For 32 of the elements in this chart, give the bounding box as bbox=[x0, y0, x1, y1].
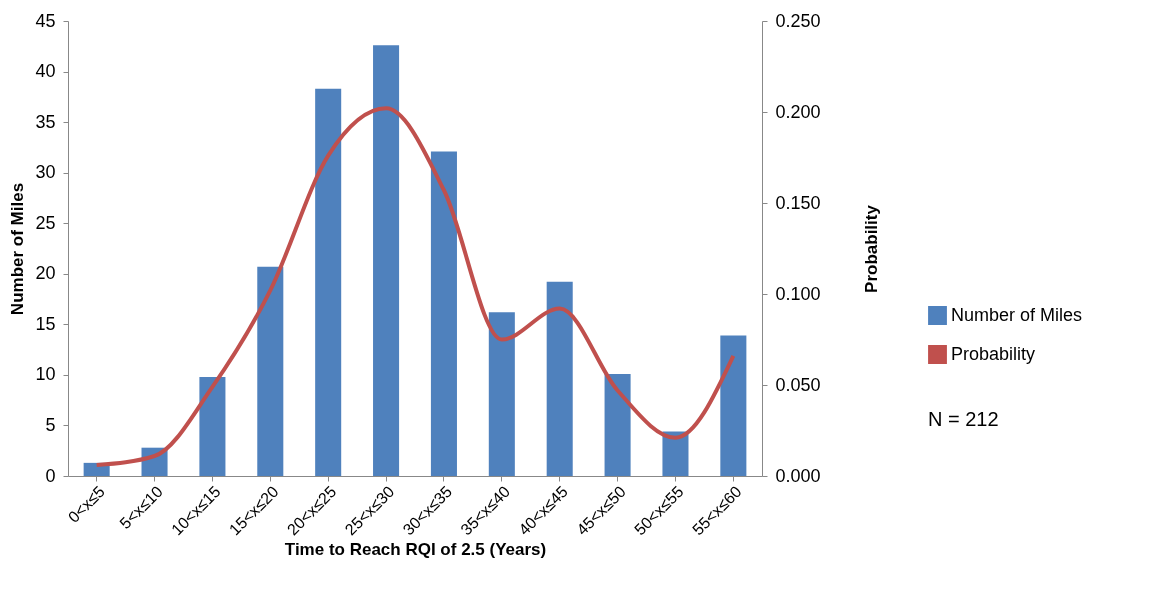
y-tick-label: 15 bbox=[35, 313, 56, 334]
y-tick-label: 40 bbox=[35, 61, 56, 82]
legend-label: Number of Miles bbox=[951, 304, 1083, 325]
line-series bbox=[94, 106, 736, 468]
bar bbox=[199, 376, 226, 476]
bar bbox=[315, 88, 342, 476]
y2-tick-label: 0.150 bbox=[775, 192, 821, 213]
y-tick-label: 5 bbox=[45, 414, 56, 435]
y-tick-label: 0 bbox=[45, 465, 56, 486]
y-tick-label: 10 bbox=[35, 364, 56, 385]
y2-tick-label: 0.000 bbox=[775, 465, 821, 486]
x-axis-title: Time to Reach RQI of 2.5 (Years) bbox=[284, 540, 547, 560]
text: N = 212 bbox=[928, 408, 999, 431]
bar bbox=[488, 312, 515, 476]
y-tick-label: 25 bbox=[35, 212, 56, 233]
y-tick-label: 45 bbox=[35, 10, 56, 31]
y2-tick-label: 0.100 bbox=[775, 283, 821, 304]
y2-axis-title: Probability bbox=[861, 204, 881, 293]
bar bbox=[257, 266, 284, 476]
bar bbox=[430, 151, 457, 476]
bar bbox=[373, 45, 400, 476]
y2-tick-label: 0.200 bbox=[775, 101, 821, 122]
y2-tick-label: 0.050 bbox=[775, 374, 821, 395]
y2-tick-label: 0.250 bbox=[775, 10, 821, 31]
bar bbox=[720, 335, 747, 476]
bar bbox=[546, 281, 573, 476]
y-tick-label: 30 bbox=[35, 162, 56, 183]
legend-label: Probability bbox=[951, 343, 1036, 364]
y-tick-label: 35 bbox=[35, 111, 56, 132]
y-tick-label: 20 bbox=[35, 263, 56, 284]
y-axis-title: Number of Miles bbox=[8, 182, 28, 316]
bar bbox=[604, 373, 631, 476]
